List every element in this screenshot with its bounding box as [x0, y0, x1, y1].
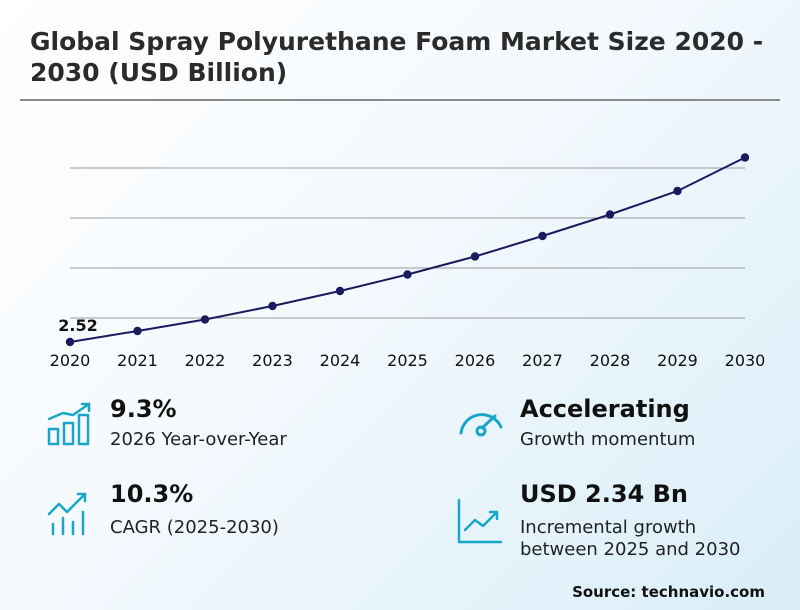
x-tick-label-2029: 2029 [657, 351, 698, 370]
data-label-2020: 2.52 [58, 316, 97, 335]
kpi-cagr-value: 10.3% [110, 480, 194, 508]
data-point-2026 [470, 252, 480, 261]
line-chart-icon [457, 498, 503, 544]
x-tick-label-2023: 2023 [252, 351, 293, 370]
line-chart: 2020 2021 2022 2023 2024 2025 2026 2027 2028 2029… [50, 153, 766, 370]
kpi-increment-label-1: Incremental growth [520, 517, 697, 538]
source-credit: Source: technavio.com [572, 583, 765, 601]
x-tick-label-2021: 2021 [117, 351, 158, 370]
speedometer-icon [459, 413, 503, 437]
data-point-2029 [673, 186, 682, 196]
x-tick-label-2030: 2030 [725, 351, 766, 370]
x-tick-label-2027: 2027 [522, 351, 563, 370]
x-axis-ticks: 2020 2021 2022 2023 2024 2025 2026 2027 2028 2029… [50, 351, 766, 370]
data-point-2020 [65, 337, 75, 347]
kpi-increment-value: USD 2.34 Bn [520, 480, 688, 508]
data-point-2028 [605, 210, 615, 219]
kpi-momentum-value: Accelerating [520, 395, 690, 423]
data-point-2021 [133, 326, 142, 336]
x-tick-label-2025: 2025 [387, 351, 428, 370]
x-tick-label-2024: 2024 [320, 351, 361, 370]
trend-bars-icon [47, 492, 87, 536]
kpi-cagr-label: CAGR (2025-2030) [110, 517, 279, 538]
chart-title: Global Spray Polyurethane Foam Market Si… [30, 27, 764, 87]
kpi-yoy-label: 2026 Year-over-Year [110, 429, 287, 450]
data-point-2023 [268, 301, 277, 311]
data-point-2022 [200, 315, 210, 324]
x-tick-label-2022: 2022 [185, 351, 226, 370]
data-point-2024 [335, 286, 345, 296]
bar-chart-growth-icon [47, 402, 91, 446]
gridlines [70, 167, 745, 319]
data-point-2025 [403, 270, 412, 279]
x-tick-label-2028: 2028 [590, 351, 631, 370]
x-tick-label-2026: 2026 [455, 351, 496, 370]
series-polyline [69, 156, 746, 343]
kpi-yoy-value: 9.3% [110, 395, 177, 423]
kpi-momentum-label: Growth momentum [520, 429, 696, 450]
series-line [65, 153, 750, 347]
data-point-2030 [740, 153, 750, 162]
kpi-increment-label-2: between 2025 and 2030 [520, 539, 741, 560]
x-tick-label-2020: 2020 [50, 351, 91, 370]
data-point-2027 [538, 231, 547, 241]
data-labels: 2.52 [58, 316, 97, 335]
title-divider [20, 99, 780, 101]
